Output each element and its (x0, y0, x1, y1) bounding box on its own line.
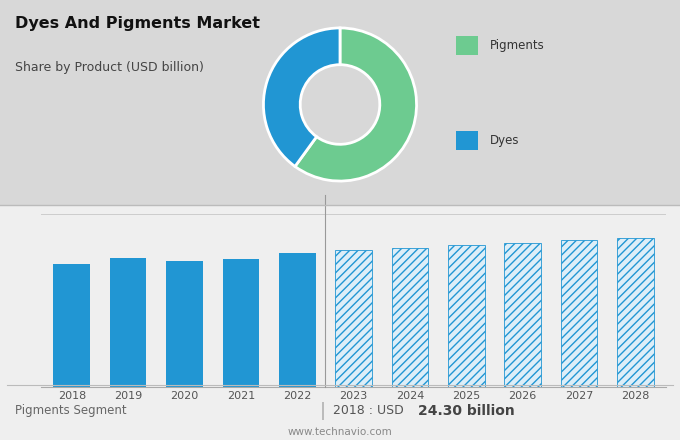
Bar (561, 240, 597, 387)
Bar (222, 259, 259, 387)
Text: 2018 : USD: 2018 : USD (333, 404, 408, 418)
Bar (54, 264, 90, 387)
Wedge shape (263, 28, 340, 166)
Text: 24.30 billion: 24.30 billion (418, 404, 515, 418)
Bar (166, 261, 203, 387)
Bar (505, 242, 541, 387)
Text: www.technavio.com: www.technavio.com (288, 427, 392, 437)
Bar (456, 36, 479, 55)
Bar (110, 258, 146, 387)
Wedge shape (295, 28, 417, 181)
Text: Dyes And Pigments Market: Dyes And Pigments Market (15, 16, 260, 31)
Text: Share by Product (USD billion): Share by Product (USD billion) (15, 62, 204, 74)
Text: Pigments Segment: Pigments Segment (15, 404, 126, 418)
Text: |: | (320, 402, 326, 420)
Bar (448, 245, 485, 387)
Text: Dyes: Dyes (490, 134, 520, 147)
Bar (456, 131, 479, 150)
Bar (392, 248, 428, 387)
Bar (617, 238, 653, 387)
Bar (279, 253, 316, 387)
Bar (335, 250, 372, 387)
Text: Pigments: Pigments (490, 39, 545, 51)
